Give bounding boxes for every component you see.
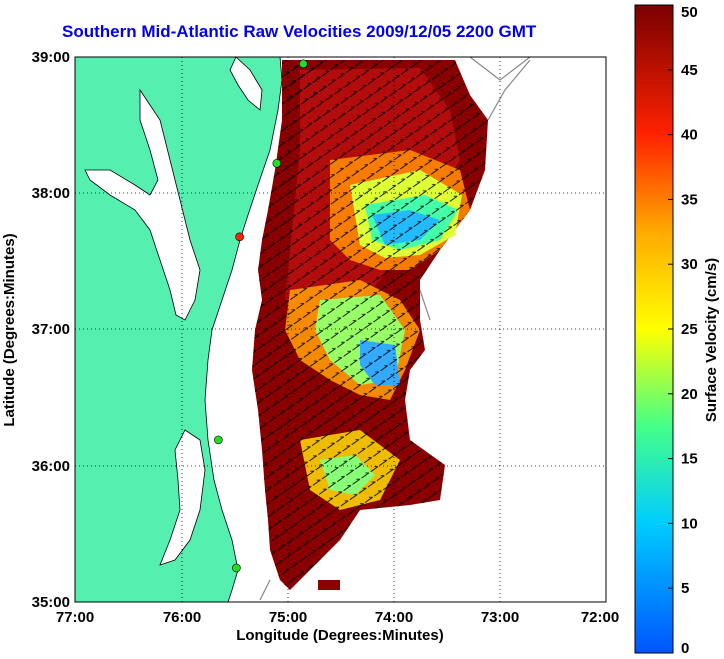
y-tick-label: 39:00 (32, 49, 70, 66)
x-tick-label: 76:00 (163, 609, 201, 626)
colorbar-tick-label: 0 (681, 640, 689, 657)
grid-lines (75, 57, 606, 602)
colorbar-tick-label: 25 (681, 321, 698, 338)
x-tick-label: 73:00 (481, 609, 519, 626)
station-marker (235, 232, 244, 242)
colorbar-tick-label: 35 (681, 191, 698, 208)
x-tick-label: 72:00 (581, 609, 619, 626)
sound-water (159, 429, 206, 566)
bathymetry-contour (259, 57, 531, 601)
colorbar-tick-label: 50 (681, 4, 698, 21)
station-marker (232, 563, 241, 573)
colorbar: 0 5 10 15 20 25 30 35 40 45 50 Surface Velocity (c… (634, 4, 720, 657)
bay-water (84, 88, 201, 321)
y-tick-label: 36:00 (32, 458, 70, 475)
colorbar-tick-label: 30 (681, 256, 698, 273)
colorbar-label: Surface Velocity (cm/s) (703, 258, 720, 422)
delaware-bay (229, 57, 263, 111)
y-axis-label: Latitude (Degrees:Minutes) (1, 233, 18, 426)
y-axis: 39:00 38:00 37:00 36:00 35:00 Latitude (… (1, 49, 70, 611)
colorbar-tick-label: 40 (681, 127, 698, 144)
station-markers (214, 59, 308, 573)
axes-frame (74, 56, 607, 603)
colorbar-tick-label: 20 (681, 386, 698, 403)
x-axis-label: Longitude (Degrees:Minutes) (236, 627, 444, 644)
x-tick-label: 74:00 (375, 609, 413, 626)
colorbar-scale (634, 4, 674, 654)
y-tick-label: 35:00 (32, 594, 70, 611)
colorbar-tick-label: 45 (681, 62, 698, 79)
velocity-field (252, 60, 488, 590)
x-axis: 77:00 76:00 75:00 74:00 73:00 72:00 Long… (56, 609, 619, 644)
map-title: Southern Mid-Atlantic Raw Velocities 200… (62, 22, 537, 41)
colorbar-tick-label: 10 (681, 515, 698, 532)
station-marker (299, 59, 308, 69)
x-tick-label: 77:00 (56, 609, 94, 626)
x-tick-label: 75:00 (269, 609, 307, 626)
y-tick-label: 38:00 (32, 185, 70, 202)
colorbar-tick-label: 5 (681, 580, 689, 597)
station-marker (214, 435, 223, 445)
y-tick-label: 37:00 (32, 321, 70, 338)
colorbar-tick-label: 15 (681, 451, 698, 468)
station-marker (272, 158, 282, 168)
